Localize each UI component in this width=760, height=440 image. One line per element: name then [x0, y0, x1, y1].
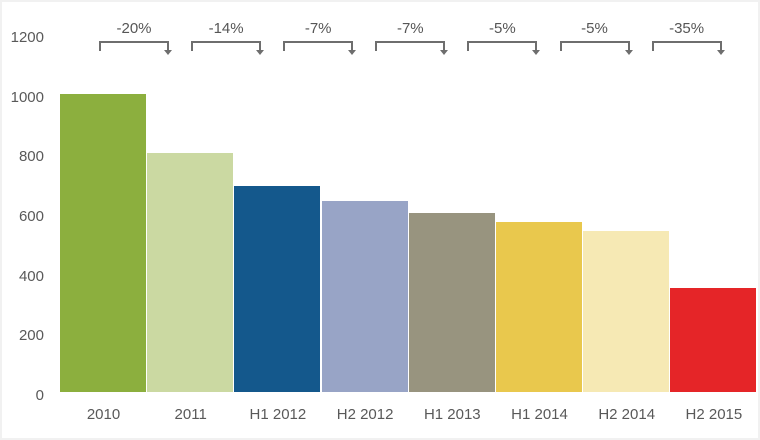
change-bracket	[467, 41, 541, 55]
change-percent-label: -7%	[304, 20, 332, 37]
bar-2010	[60, 93, 146, 392]
down-arrow-icon	[348, 50, 357, 55]
change-bracket	[559, 41, 633, 55]
bracket-left-tick	[99, 41, 101, 51]
bracket-left-tick	[375, 41, 378, 51]
change-bracket	[191, 41, 265, 55]
bracket-line	[467, 41, 538, 43]
bracket-right-tick	[351, 41, 354, 51]
change-bracket	[651, 41, 725, 55]
bracket-right-tick	[719, 41, 722, 51]
bracket-right-tick	[535, 41, 538, 51]
bracket-line	[99, 41, 169, 43]
y-axis-tick-label: 0	[35, 387, 44, 404]
bracket-left-tick	[559, 41, 562, 51]
bar-h1-2012	[234, 186, 321, 392]
bar-2011	[147, 153, 234, 392]
bracket-right-tick	[167, 41, 169, 51]
y-axis-tick-label: 800	[18, 148, 44, 166]
bracket-left-tick	[651, 41, 654, 51]
bar-h1-2014	[496, 221, 582, 392]
change-percent-label: -35%	[669, 20, 705, 37]
y-axis-tick-label: 400	[18, 267, 44, 285]
change-percent-label: -5%	[581, 20, 608, 37]
change-percent-label: -5%	[489, 20, 516, 37]
bracket-left-tick	[283, 41, 286, 51]
y-axis-tick-label: 200	[18, 327, 44, 345]
change-percent-label: -14%	[208, 20, 244, 37]
bracket-line	[375, 41, 446, 43]
bracket-right-tick	[627, 41, 630, 51]
y-axis-tick-label: 600	[18, 208, 44, 226]
bracket-right-tick	[443, 41, 446, 51]
x-axis-label: H2 2015	[685, 406, 743, 423]
bracket-line	[283, 41, 354, 43]
bracket-right-tick	[259, 41, 262, 51]
x-axis-label: 2011	[174, 406, 207, 423]
x-axis-label: H1 2012	[249, 406, 307, 423]
down-arrow-icon	[440, 50, 449, 55]
bar-h2-2012	[321, 201, 408, 392]
bracket-line	[559, 41, 630, 43]
bar-h2-2014	[583, 230, 670, 392]
down-arrow-icon	[532, 50, 541, 55]
x-axis-label: H2 2012	[336, 406, 394, 423]
x-axis-label: 2010	[86, 406, 121, 423]
change-bracket	[99, 41, 172, 55]
change-bracket	[283, 41, 357, 55]
y-axis-tick-label: 1200	[10, 29, 44, 47]
down-arrow-icon	[256, 50, 265, 55]
bracket-line	[651, 41, 722, 43]
bar-h2-2015	[670, 287, 757, 392]
down-arrow-icon	[716, 50, 725, 55]
bracket-line	[191, 41, 262, 43]
down-arrow-icon	[164, 50, 172, 55]
down-arrow-icon	[624, 50, 633, 55]
x-axis-label: H1 2013	[423, 406, 481, 423]
y-axis-tick-label: 1000	[10, 88, 44, 106]
bar-h1-2013	[408, 213, 495, 392]
x-axis-label: H2 2014	[598, 406, 656, 423]
x-axis-label: H1 2014	[511, 406, 568, 423]
change-percent-label: -20%	[116, 20, 152, 37]
change-bracket	[375, 41, 449, 55]
change-percent-label: -7%	[396, 20, 424, 37]
bracket-left-tick	[467, 41, 470, 51]
bracket-left-tick	[191, 41, 194, 51]
